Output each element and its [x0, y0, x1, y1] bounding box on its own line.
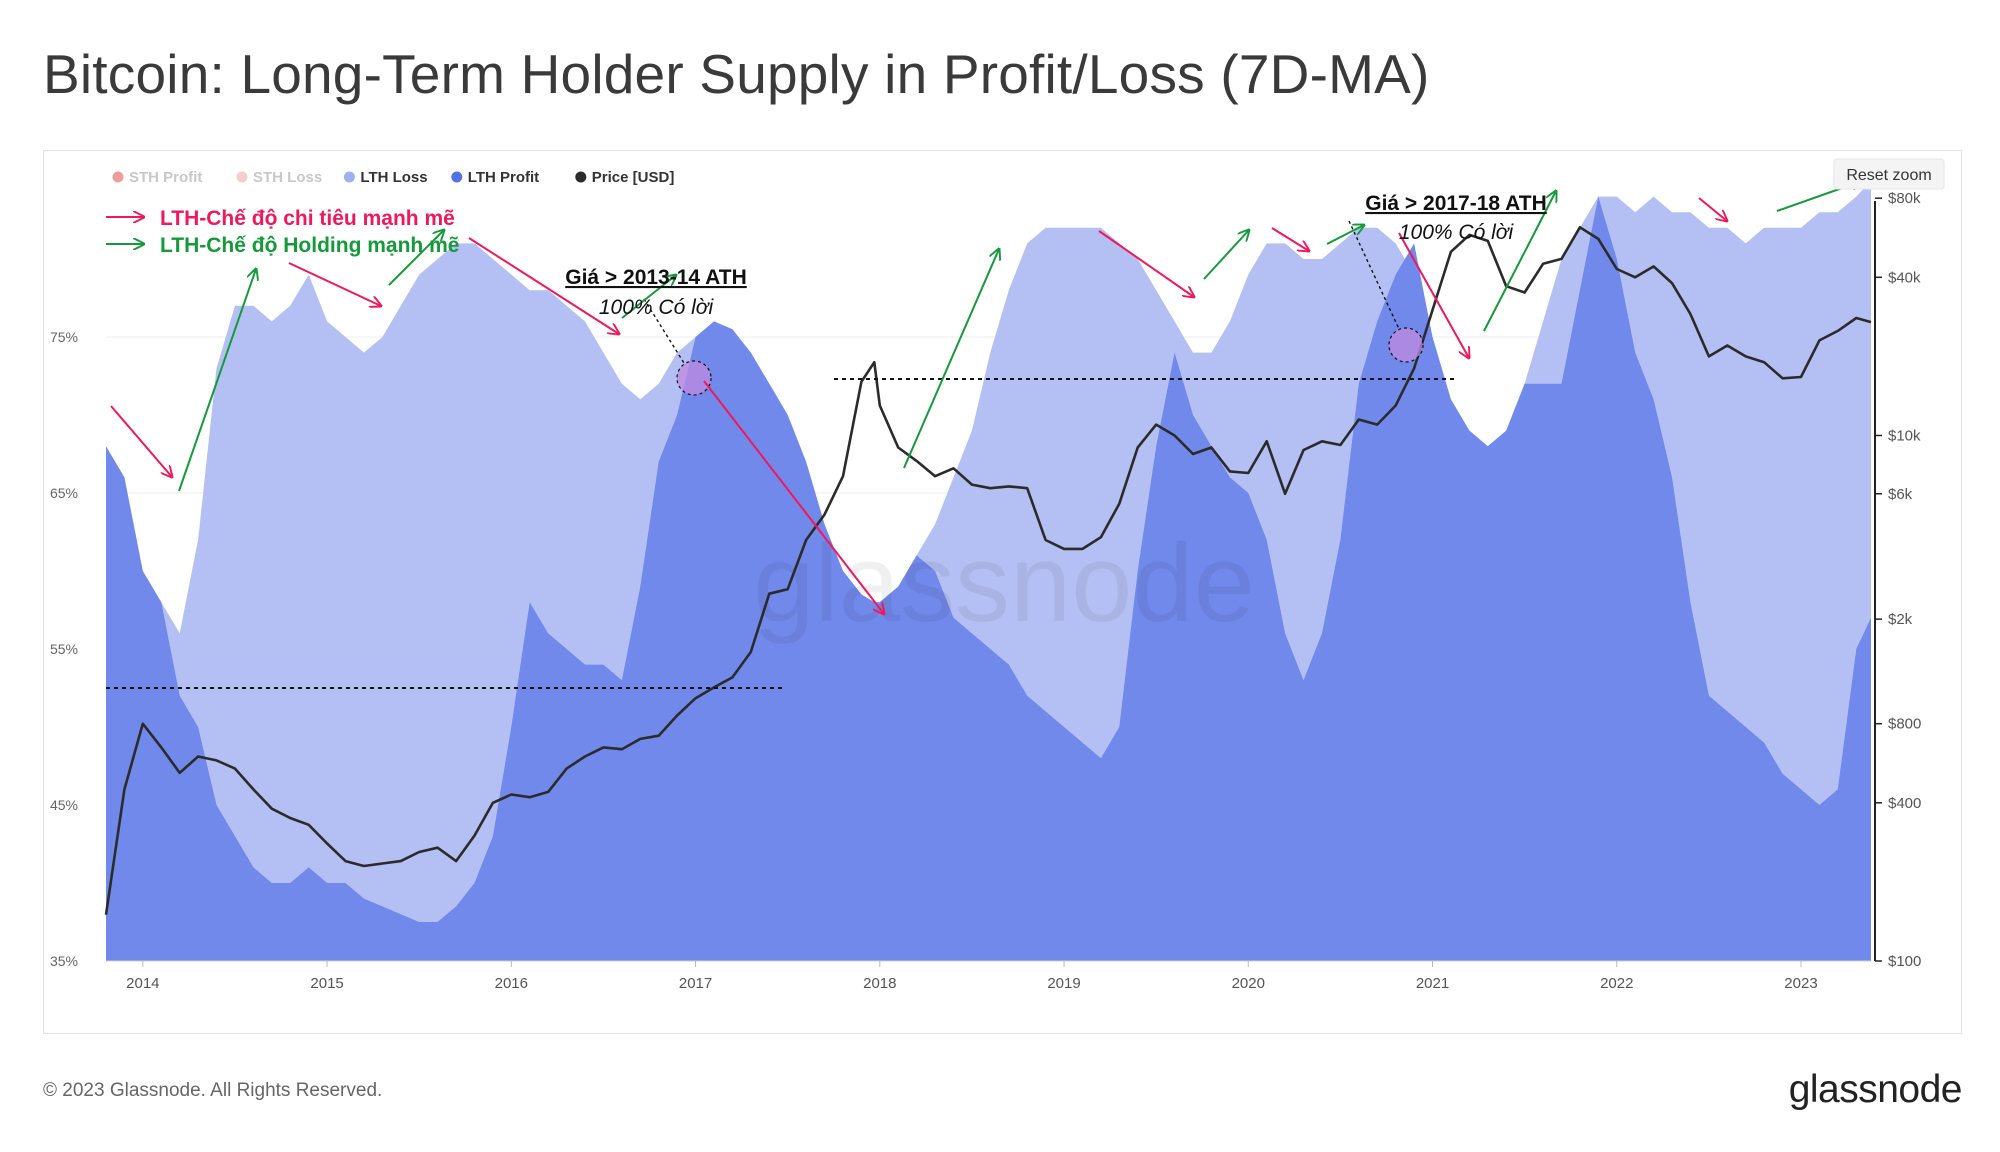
- y-right-tick-label: $100: [1888, 953, 1921, 970]
- y-left-tick-label: 55%: [50, 641, 78, 657]
- legend-swatch: [112, 171, 124, 183]
- x-tick-label: 2015: [310, 975, 343, 992]
- chart-svg: glassnode: [50, 158, 1945, 992]
- watermark: glassnode: [753, 522, 1255, 645]
- hold-arrow: [178, 269, 256, 492]
- y-right-tick-label: $10k: [1888, 427, 1921, 444]
- callout-2013-14: Giá > 2013-14 ATH 100% Có lời: [565, 266, 747, 319]
- callout-subtitle: 100% Có lời: [1399, 221, 1515, 244]
- callout-title: Giá > 2017-18 ATH: [1365, 192, 1547, 215]
- spend-arrow: [1098, 230, 1194, 297]
- lth-profit-area: [106, 196, 1871, 962]
- spend-arrow: [468, 237, 619, 334]
- brand-logo: glassnode: [1788, 1068, 1963, 1111]
- legend-swatch: [343, 171, 355, 183]
- x-tick-label: 2017: [679, 975, 712, 992]
- hold-arrow: [1326, 225, 1364, 245]
- chart-legend: STH Profit STH Loss LTH Loss LTH Profit Pric…: [112, 169, 674, 186]
- x-tick-label: 2022: [1600, 975, 1633, 992]
- y-right-tick-label: $80k: [1888, 190, 1921, 207]
- legend-item[interactable]: LTH Loss: [343, 169, 428, 186]
- key-spend-label: LTH-Chế độ chi tiêu mạnh mẽ: [160, 207, 455, 230]
- y-right-tick-label: $400: [1888, 795, 1921, 812]
- hold-arrow: [621, 275, 676, 319]
- y-right-tick-label: $40k: [1888, 269, 1921, 286]
- hold-arrow: [1483, 191, 1556, 332]
- spend-arrow: [1398, 232, 1469, 358]
- ath-cross-2020-marker: [1388, 327, 1424, 363]
- x-tick-label: 2014: [126, 975, 159, 992]
- reset-zoom-button[interactable]: Reset zoom: [1833, 158, 1945, 190]
- legend-item[interactable]: LTH Profit: [451, 169, 539, 186]
- legend-label: Price [USD]: [592, 169, 675, 186]
- copyright-text: © 2023 Glassnode. All Rights Reserved.: [43, 1080, 383, 1101]
- annotation-leader-1: [643, 298, 685, 364]
- y-axis-left: 35% 45% 55% 65% 75%: [50, 329, 78, 969]
- legend-label: LTH Profit: [468, 169, 539, 186]
- legend-label: STH Loss: [253, 169, 322, 186]
- y-left-tick-label: 75%: [50, 329, 78, 345]
- chart-panel: glassnode: [43, 150, 1962, 1034]
- y-axis-right: $100 $400 $800 $2k $6k $10k $40k $80k: [1874, 190, 1921, 970]
- hold-arrow: [903, 249, 999, 469]
- x-tick-label: 2018: [863, 975, 896, 992]
- hold-arrow: [388, 230, 444, 286]
- y-left-tick-label: 65%: [50, 485, 78, 501]
- x-tick-label: 2021: [1416, 975, 1449, 992]
- spend-arrow: [110, 405, 172, 477]
- y-left-tick-label: 45%: [50, 797, 78, 813]
- callout-title: Giá > 2013-14 ATH: [565, 266, 747, 289]
- legend-item[interactable]: Price [USD]: [575, 169, 674, 186]
- spend-arrows: [110, 197, 1727, 614]
- y-right-tick-label: $800: [1888, 716, 1921, 733]
- legend-item[interactable]: STH Loss: [236, 169, 323, 186]
- callout-subtitle: 100% Có lời: [599, 296, 715, 319]
- legend-swatch: [451, 171, 463, 183]
- ath-cross-2017-marker: [676, 360, 712, 396]
- x-tick-label: 2019: [1047, 975, 1080, 992]
- page-title: Bitcoin: Long-Term Holder Supply in Prof…: [43, 43, 1430, 105]
- spend-arrow: [1698, 197, 1727, 221]
- x-axis: 2014 2015 2016 2017 2018 2019 2020 2021 2022 2023: [106, 960, 1871, 992]
- regime-key: LTH-Chế độ chi tiêu mạnh mẽ LTH-Chế độ H…: [106, 207, 459, 257]
- key-hold-label: LTH-Chế độ Holding mạnh mẽ: [160, 234, 459, 257]
- legend-swatch: [575, 171, 587, 183]
- legend-label: STH Profit: [129, 169, 202, 186]
- legend-item[interactable]: STH Profit: [112, 169, 203, 186]
- callout-2017-18: Giá > 2017-18 ATH 100% Có lời: [1365, 192, 1547, 244]
- y-right-tick-label: $6k: [1888, 486, 1913, 503]
- price-line: [104, 226, 1872, 915]
- spend-arrow: [288, 262, 381, 306]
- reset-zoom-label: Reset zoom: [1846, 167, 1931, 184]
- spend-arrow: [1271, 227, 1309, 251]
- y-left-tick-label: 35%: [50, 953, 78, 969]
- legend-swatch: [236, 171, 248, 183]
- annotation-leader-2: [1348, 220, 1400, 330]
- hold-arrow: [1203, 230, 1249, 280]
- spend-arrow: [703, 380, 884, 614]
- x-tick-label: 2016: [495, 975, 528, 992]
- legend-label: LTH Loss: [360, 169, 427, 186]
- y-right-tick-label: $2k: [1888, 611, 1913, 628]
- x-tick-label: 2023: [1784, 975, 1817, 992]
- x-tick-label: 2020: [1232, 975, 1265, 992]
